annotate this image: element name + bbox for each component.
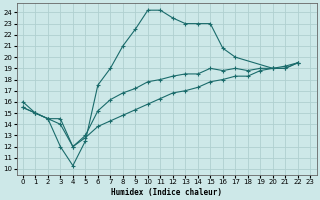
X-axis label: Humidex (Indice chaleur): Humidex (Indice chaleur): [111, 188, 222, 197]
